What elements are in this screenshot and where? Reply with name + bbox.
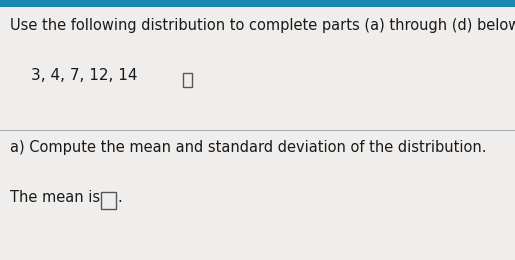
Bar <box>0 0 515 6</box>
Text: .: . <box>117 190 122 205</box>
Text: 3, 4, 7, 12, 14: 3, 4, 7, 12, 14 <box>31 68 138 83</box>
Text: The mean is: The mean is <box>10 190 105 205</box>
Text: a) Compute the mean and standard deviation of the distribution.: a) Compute the mean and standard deviati… <box>10 140 487 155</box>
Bar <box>183 73 192 87</box>
Text: Use the following distribution to complete parts (a) through (d) below.: Use the following distribution to comple… <box>10 18 515 33</box>
Bar <box>101 192 116 209</box>
